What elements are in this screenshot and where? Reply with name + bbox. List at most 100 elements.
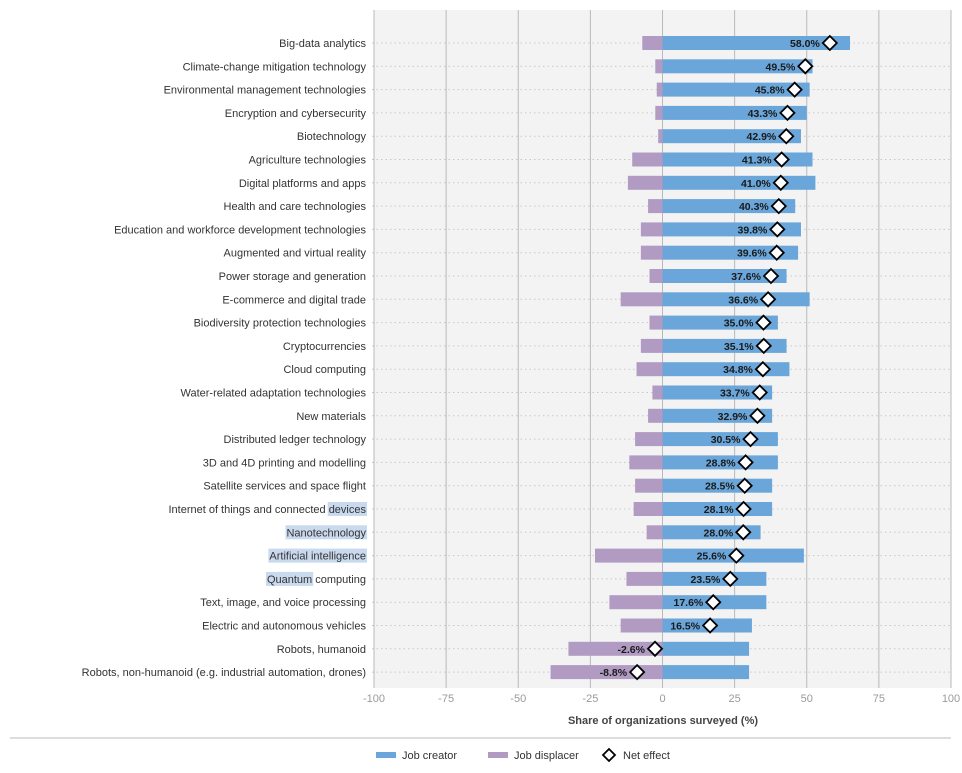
job-creator-bar	[662, 571, 767, 586]
job-displacer-bar	[629, 455, 663, 470]
net-effect-marker	[751, 384, 768, 401]
net-effect-marker	[722, 570, 739, 588]
job-displacer-bar	[568, 641, 663, 656]
net-effect-marker	[777, 127, 795, 145]
net-effect-label: 33.7%	[720, 388, 750, 400]
job-displacer-bar	[620, 292, 663, 307]
job-creator-bar	[662, 222, 801, 237]
category-label: Biotechnology	[297, 131, 367, 143]
net-effect-marker	[786, 81, 803, 98]
net-effect-marker	[646, 640, 664, 658]
job-displacer-bar	[640, 245, 663, 260]
net-effect-marker	[705, 593, 722, 611]
job-displacer-bar	[609, 595, 663, 610]
job-displacer-bar	[656, 82, 663, 97]
job-displacer-bar	[649, 269, 663, 283]
job-creator-bar	[662, 338, 787, 353]
net-effect-label: 49.5%	[766, 61, 796, 73]
net-effect-marker	[736, 477, 753, 494]
net-effect-label: -8.8%	[600, 667, 628, 679]
job-displacer-bar	[649, 315, 663, 330]
net-effect-label: 17.6%	[673, 597, 703, 609]
net-effect-label: 35.1%	[724, 341, 754, 353]
x-tick-label: 75	[873, 693, 885, 705]
category-label: Digital platforms and apps	[239, 178, 367, 190]
job-creator-bar	[662, 385, 773, 400]
job-displacer-bar	[627, 175, 663, 190]
net-effect-label: 25.6%	[697, 551, 727, 563]
text-highlight	[285, 525, 367, 540]
job-displacer-bar	[594, 548, 663, 563]
text-highlight	[265, 571, 314, 586]
job-creator-bar	[662, 82, 810, 97]
job-creator-bar	[662, 105, 807, 120]
net-effect-marker	[762, 267, 780, 285]
job-creator-bar	[662, 59, 813, 74]
job-displacer-bar	[642, 36, 663, 50]
category-label: Internet of things and connected devices	[168, 504, 366, 516]
job-creator-bar	[662, 665, 750, 680]
job-creator-bar	[662, 152, 813, 167]
job-displacer-bar	[658, 129, 663, 144]
x-tick-labels: -100 -75 -50 -25 0 25 50 75 100	[363, 693, 960, 705]
net-effect-marker	[779, 104, 796, 122]
net-effect-marker	[754, 360, 772, 378]
job-creator-bar	[662, 175, 816, 190]
net-effect-marker	[821, 34, 839, 52]
category-label: Artificial intelligence	[269, 551, 366, 563]
category-label: Nanotechnology	[286, 527, 366, 539]
net-effect-label: 43.3%	[748, 108, 778, 120]
net-effect-marker	[728, 547, 745, 564]
net-effect-marker	[770, 197, 788, 215]
diamond-icon	[601, 747, 617, 763]
net-effect-label: 23.5%	[691, 574, 721, 586]
x-tick-label: -50	[510, 693, 526, 705]
x-tick-label: 50	[801, 693, 813, 705]
x-tick-label: 100	[942, 693, 960, 705]
job-displacer-bar	[635, 432, 663, 447]
category-label: Augmented and virtual reality	[224, 248, 367, 260]
text-highlight	[268, 548, 367, 563]
x-tick-label: -25	[582, 693, 598, 705]
net-effect-marker	[759, 291, 777, 308]
x-tick-label: -75	[438, 693, 454, 705]
category-label: Satellite services and space flight	[203, 481, 366, 493]
net-effect-marker	[737, 454, 754, 471]
job-displacer-bar	[635, 478, 663, 493]
job-displacer-bar	[655, 59, 663, 74]
category-label: Environmental management technologies	[164, 85, 367, 97]
net-effect-label: 41.3%	[742, 155, 772, 167]
job-displacer-bar	[626, 571, 663, 586]
job-creator-bar	[662, 36, 851, 50]
category-label: E-commerce and digital trade	[222, 294, 366, 306]
job-displacer-bar	[632, 152, 663, 167]
net-effect-label: 42.9%	[746, 131, 776, 143]
net-effect-label: 36.6%	[728, 294, 758, 306]
legend: Job creator Job displacer Net effect	[376, 747, 670, 763]
category-label: Health and care technologies	[224, 201, 367, 213]
job-displacer-bar	[633, 502, 663, 516]
category-label: Distributed ledger technology	[224, 434, 367, 446]
net-effect-marker	[797, 58, 814, 75]
legend-swatch	[376, 752, 396, 758]
net-effect-marker	[628, 663, 646, 681]
net-effect-label: 41.0%	[741, 178, 771, 190]
category-label: Robots, non-humanoid (e.g. industrial au…	[82, 667, 366, 679]
job-displacer-bar	[652, 385, 663, 400]
category-label: Education and workforce development tech…	[114, 224, 366, 236]
net-effect-label: -2.6%	[618, 644, 646, 656]
category-labels: Big-data analytics Climate-change mitigat…	[82, 38, 367, 679]
job-creator-bar	[662, 641, 750, 656]
net-effect-label: 34.8%	[723, 364, 753, 376]
category-label: Robots, humanoid	[277, 644, 366, 656]
net-effect-marker	[755, 337, 773, 355]
category-label: Text, image, and voice processing	[200, 597, 366, 609]
net-effect-label: 28.1%	[704, 504, 734, 516]
job-creator-bar	[662, 129, 801, 144]
net-effect-label: 28.5%	[705, 481, 735, 493]
net-effect-label: 30.5%	[711, 434, 741, 446]
x-tick-label: -100	[363, 693, 385, 705]
net-effect-label: 28.0%	[703, 527, 733, 539]
job-creator-bar	[662, 315, 778, 330]
net-effect-label: 35.0%	[724, 318, 754, 330]
